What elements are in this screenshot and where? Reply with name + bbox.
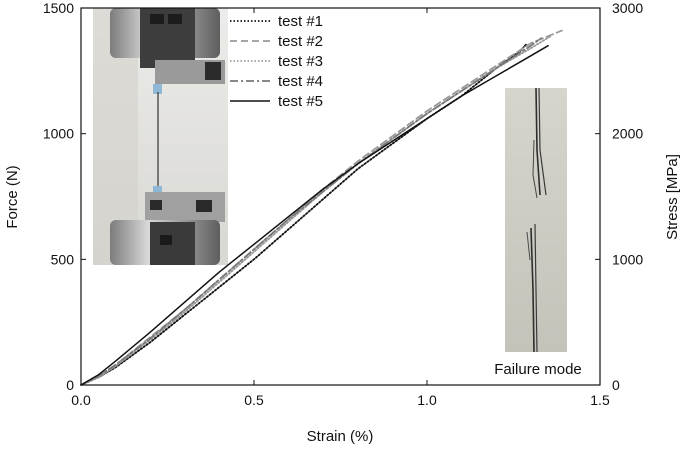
legend-label-4: test #4 bbox=[278, 73, 323, 90]
series-line-4 bbox=[80, 37, 543, 386]
legend-label-2: test #2 bbox=[278, 33, 323, 50]
y-tick-label: 1500 bbox=[43, 0, 74, 16]
series-layer bbox=[80, 29, 563, 386]
failure-mode-photo bbox=[505, 87, 567, 353]
y2-axis-label: Stress [MPa] bbox=[664, 154, 681, 240]
legend-label-5: test #5 bbox=[278, 93, 323, 110]
y-tick-label: 500 bbox=[51, 251, 75, 267]
y-axis-label: Force (N) bbox=[4, 165, 21, 228]
x-tick-label: 0.0 bbox=[71, 392, 91, 408]
y2-tick-label: 1000 bbox=[612, 251, 643, 267]
test-setup-photo bbox=[93, 8, 228, 265]
legend-label-3: test #3 bbox=[278, 53, 323, 70]
series-line-5 bbox=[80, 44, 549, 386]
y2-tick-label: 0 bbox=[612, 377, 620, 393]
series-line-1 bbox=[80, 42, 529, 386]
y2-tick-label: 3000 bbox=[612, 0, 643, 16]
x-tick-label: 0.5 bbox=[244, 392, 264, 408]
plot-frame bbox=[80, 7, 601, 386]
x-tick-label: 1.5 bbox=[590, 392, 610, 408]
legend-label-1: test #1 bbox=[278, 13, 323, 30]
series-line-2 bbox=[80, 29, 563, 386]
y2-tick-label: 2000 bbox=[612, 126, 643, 142]
legend: test #1 test #2 test #3 test #4 test #5 bbox=[230, 13, 323, 110]
annotation-failure-mode: Failure mode bbox=[494, 361, 582, 378]
x-tick-label: 1.0 bbox=[417, 392, 437, 408]
y-tick-label: 0 bbox=[66, 377, 74, 393]
x-axis-label: Strain (%) bbox=[307, 428, 374, 445]
y-tick-label: 1000 bbox=[43, 126, 74, 142]
